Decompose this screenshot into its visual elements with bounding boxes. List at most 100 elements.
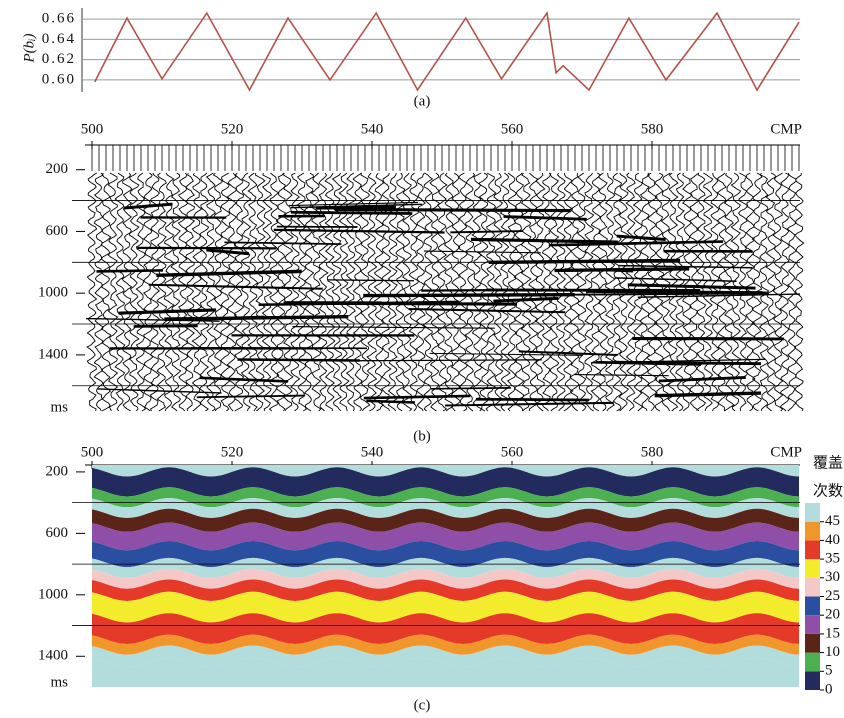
colorbar-title: 次数	[813, 482, 843, 500]
caption: (a)	[414, 93, 431, 109]
y-tick-label: 200	[46, 161, 69, 177]
y-tick-label: 600	[46, 223, 69, 239]
x-tick-label: 500	[81, 121, 104, 137]
trace	[541, 172, 553, 412]
reflector	[493, 296, 559, 303]
fold-band	[92, 522, 799, 551]
x-axis-label: CMP	[770, 121, 802, 137]
trace	[492, 172, 504, 412]
trace	[128, 172, 140, 412]
reflector	[206, 248, 250, 256]
reflector	[196, 394, 306, 399]
colorbar-tick-label: 40	[825, 532, 840, 548]
x-tick-label: 500	[81, 444, 104, 460]
reflector	[429, 352, 584, 356]
trace	[212, 172, 224, 412]
colorbar-title: 覆盖	[813, 454, 843, 472]
trace	[261, 172, 273, 412]
reflector	[450, 230, 524, 234]
trace	[142, 172, 154, 412]
reflector	[273, 228, 445, 234]
trace	[156, 172, 168, 412]
colorbar-segment	[805, 633, 820, 653]
trace	[520, 172, 532, 412]
colorbar-segment	[805, 559, 820, 578]
fold-band	[92, 645, 799, 667]
caption: (c)	[414, 697, 431, 713]
trace	[457, 172, 469, 412]
fold-map	[92, 465, 799, 687]
colorbar-tick-label: 25	[825, 588, 840, 604]
fold-band	[92, 557, 799, 578]
x-tick-label: 540	[361, 444, 384, 460]
trace	[548, 172, 560, 412]
y-tick-label: 0.62	[42, 51, 76, 67]
reflector	[85, 317, 220, 322]
trace	[793, 172, 805, 412]
trace	[198, 172, 210, 412]
reflector	[366, 399, 415, 404]
trace	[93, 172, 104, 412]
reflector	[290, 203, 423, 209]
colorbar-segment	[805, 652, 820, 672]
y-axis-label: ms	[50, 399, 68, 415]
trace	[226, 172, 238, 412]
trace	[107, 172, 119, 412]
trace	[170, 172, 182, 412]
trace	[786, 172, 797, 412]
colorbar-segment	[805, 521, 820, 541]
reflector	[156, 269, 302, 278]
reflector	[475, 397, 589, 402]
trace	[443, 172, 454, 412]
trace	[450, 172, 462, 412]
y-tick-label: 1400	[38, 346, 68, 362]
trace	[429, 172, 441, 412]
trace	[422, 172, 434, 412]
y-tick-label: 0.60	[42, 71, 76, 87]
trace	[408, 172, 420, 412]
trace	[772, 172, 784, 412]
fold-band	[92, 541, 799, 568]
fold-band	[92, 465, 799, 477]
reflector	[619, 264, 753, 269]
trace	[513, 172, 525, 412]
reflector	[363, 394, 471, 400]
x-tick-label: 560	[501, 444, 524, 460]
x-tick-label: 520	[221, 121, 244, 137]
fold-band	[92, 613, 799, 644]
reflector	[554, 267, 690, 273]
reflector	[290, 210, 413, 215]
reflector	[548, 240, 724, 247]
reflector	[283, 301, 518, 306]
trace	[534, 172, 546, 412]
reflector	[327, 279, 414, 282]
trace	[289, 172, 301, 412]
reflector	[503, 215, 587, 221]
reflector	[616, 234, 666, 241]
trace	[268, 172, 280, 412]
fold-band	[92, 579, 799, 601]
colorbar-segment	[805, 671, 820, 690]
fold-band	[92, 508, 799, 532]
reflector	[97, 388, 222, 394]
trace	[527, 172, 539, 411]
reflector	[341, 359, 542, 362]
colorbar-tick-label: 5	[825, 663, 833, 679]
trace	[205, 172, 217, 412]
y-tick-label: 1400	[38, 648, 68, 664]
fold-band	[92, 591, 799, 623]
trace	[576, 172, 588, 412]
reflector	[164, 315, 349, 321]
seismic-section	[85, 145, 805, 412]
trace	[254, 172, 266, 412]
y-tick-label: 0.64	[42, 31, 76, 47]
reflector	[569, 292, 770, 296]
colorbar-segment	[805, 540, 820, 560]
reflector	[574, 374, 669, 377]
reflector	[421, 288, 534, 292]
reflector	[133, 324, 198, 328]
fold-band	[92, 634, 799, 655]
trace	[296, 172, 308, 412]
reflector	[237, 358, 360, 362]
trace	[114, 172, 126, 412]
